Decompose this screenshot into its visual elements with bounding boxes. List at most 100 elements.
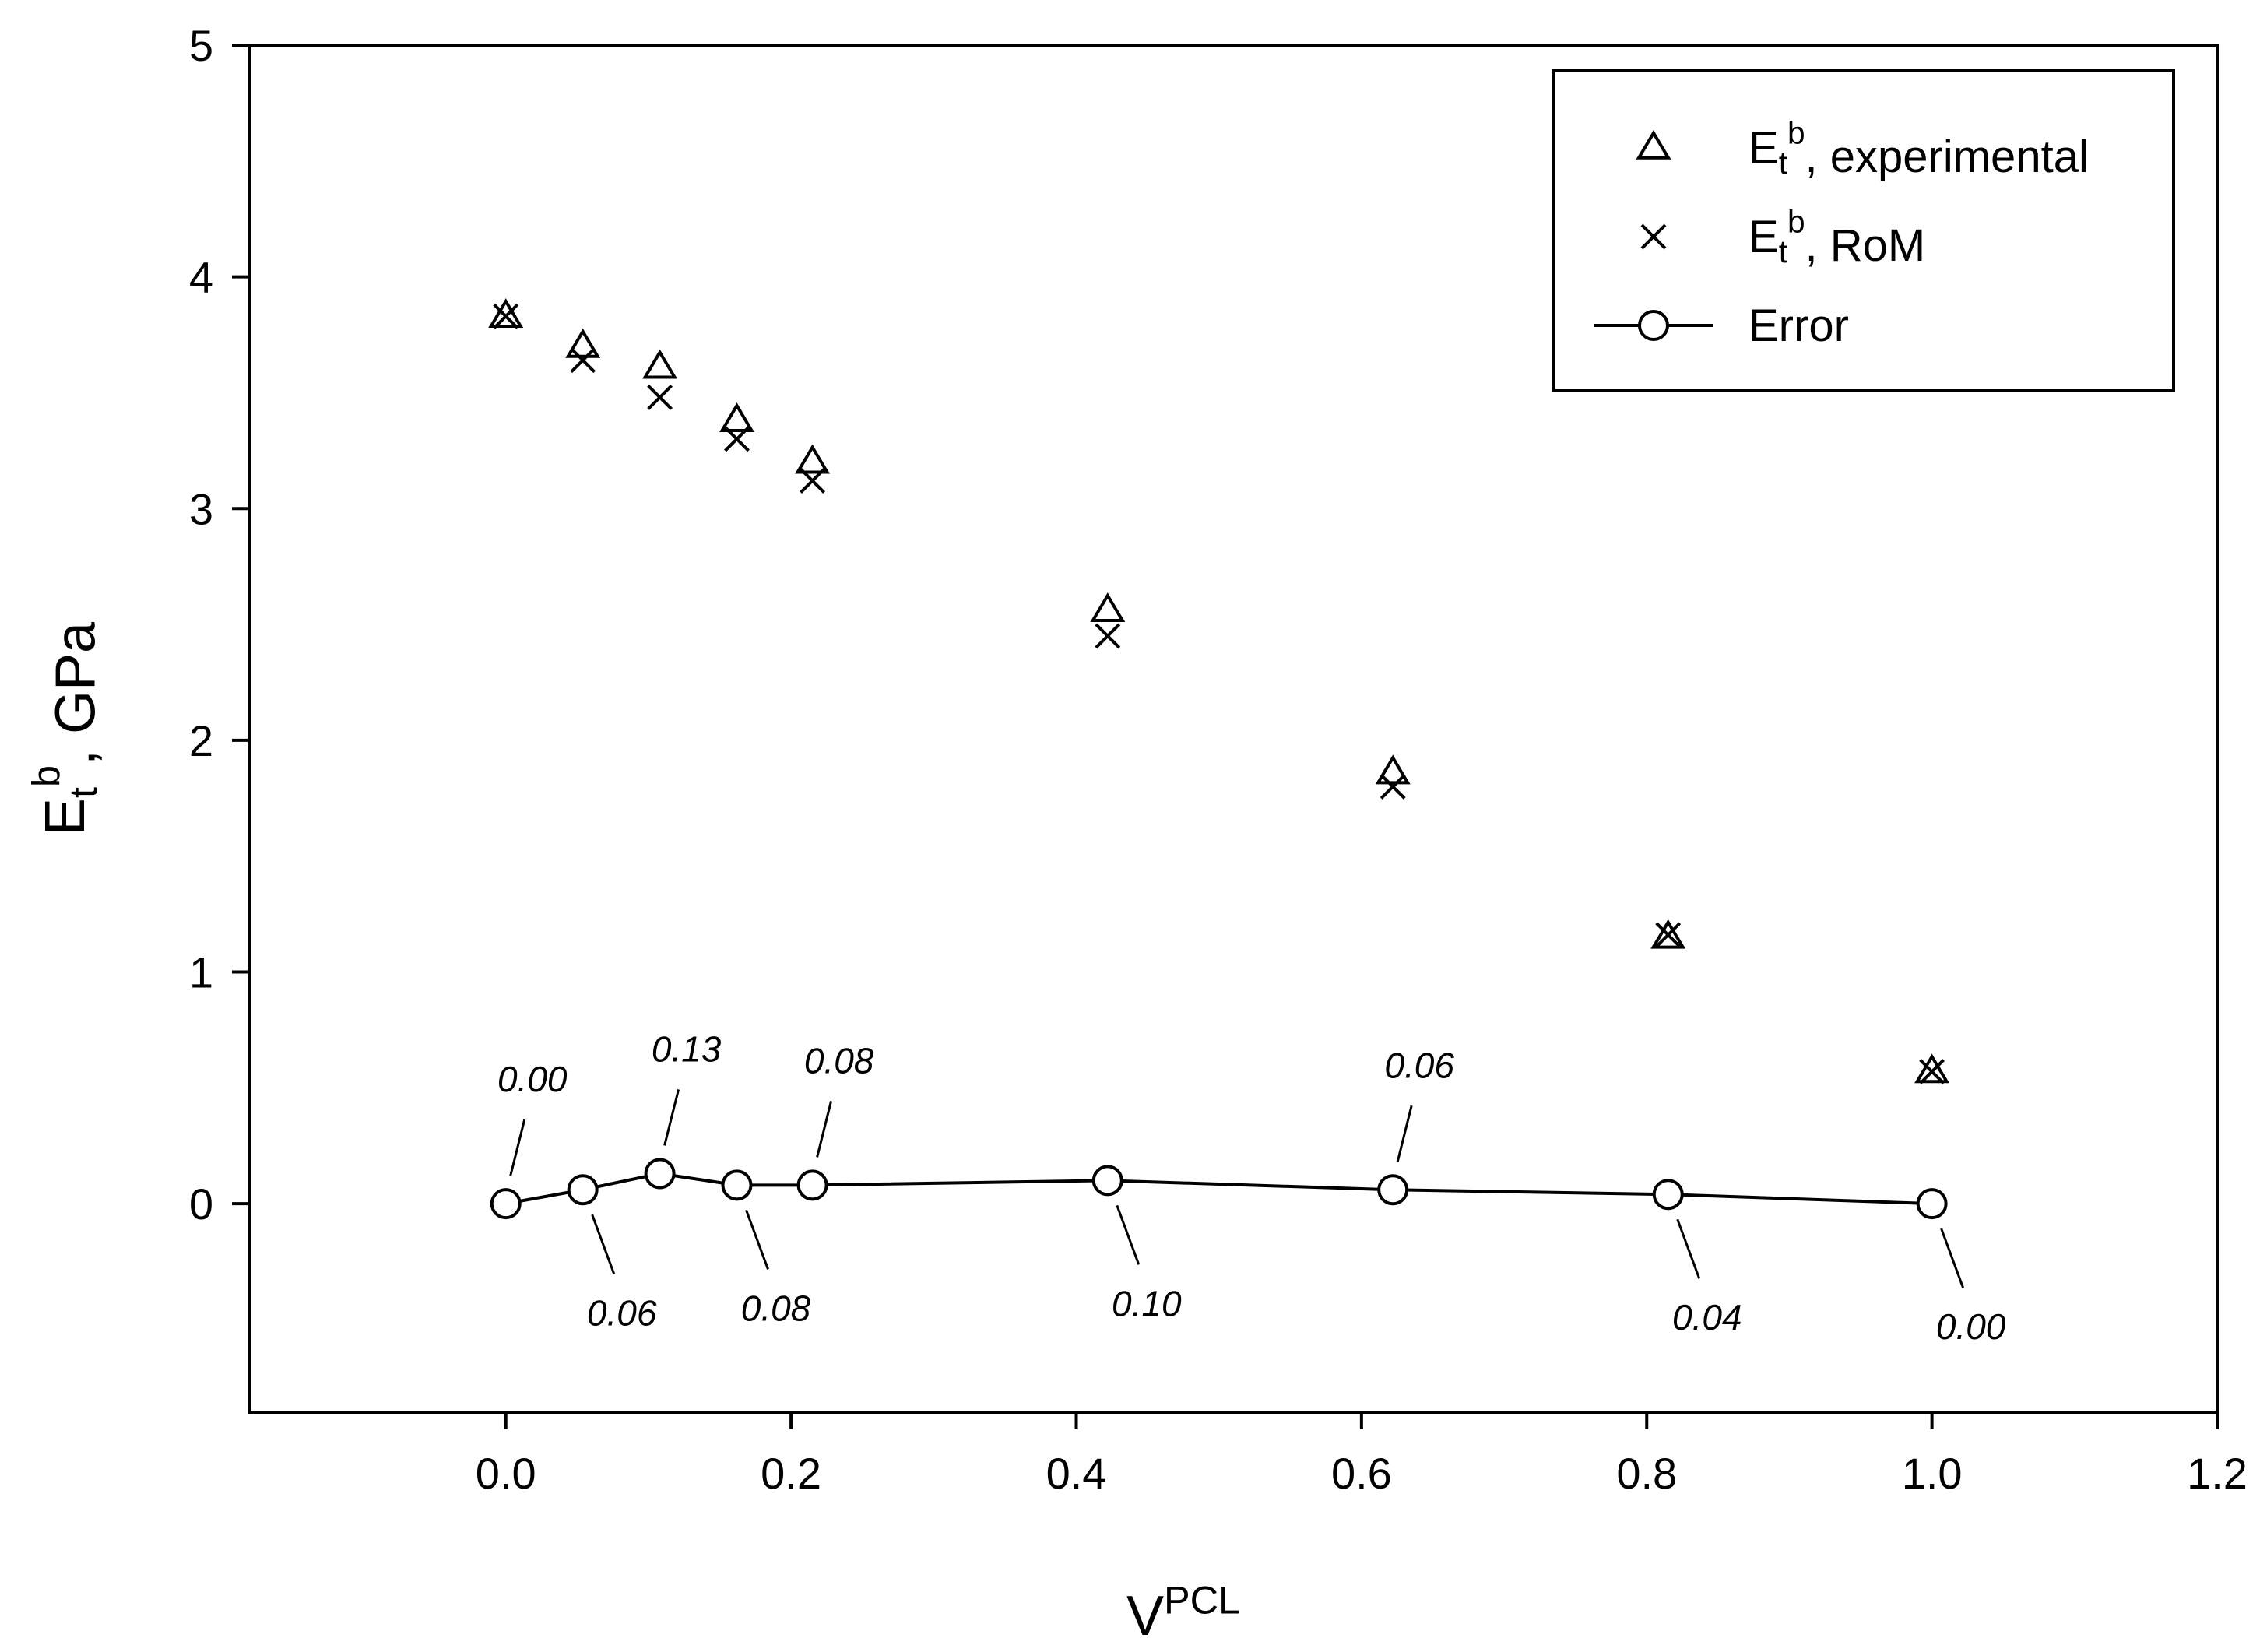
circle-data-point: [490, 1188, 522, 1220]
legend-triangle-marker: [1636, 129, 1671, 160]
y-axis-title-rest: , GPa: [45, 621, 107, 765]
error-label-leader: [1116, 1204, 1141, 1265]
y-tick-label: 2: [189, 716, 213, 765]
x-tick-label: 0.2: [761, 1449, 821, 1498]
legend-label-subscript: t: [1779, 145, 1787, 181]
series-layer: [488, 298, 1950, 1220]
y-axis-title-main: E: [34, 798, 97, 835]
triangle-data-point: [642, 349, 678, 379]
circle-data-point: [721, 1169, 753, 1201]
legend-label: Etb, experimental: [1749, 114, 2089, 182]
series-x: [493, 303, 1945, 1084]
triangle-data-point: [1090, 592, 1126, 623]
triangle-data-point: [1914, 1053, 1950, 1084]
triangle-data-point: [719, 402, 755, 432]
x-data-point-stroke-b: [724, 426, 750, 452]
error-value-label: 0.06: [1384, 1045, 1454, 1085]
series-triangle: [488, 298, 1950, 1084]
error-label-leader: [1676, 1218, 1701, 1279]
legend-circle-marker: [1638, 310, 1669, 341]
x-axis-title: VPCL: [1126, 1577, 1240, 1647]
circle-data-point: [796, 1169, 828, 1201]
circle-data-point: [1916, 1188, 1948, 1220]
x-data-point-stroke-b: [1655, 922, 1682, 948]
error-series-line: [505, 1172, 1932, 1206]
y-tick-label: 0: [189, 1179, 213, 1228]
error-value-label: 0.08: [804, 1040, 874, 1081]
y-axis-title: Etb, GPa: [23, 621, 107, 835]
x-data-point: [800, 468, 826, 494]
x-data-point: [1655, 922, 1682, 948]
triangle-data-point: [488, 298, 524, 329]
error-value-label: 0.13: [652, 1028, 722, 1069]
circle-data-point: [1091, 1165, 1123, 1197]
x-data-point: [1095, 623, 1121, 649]
error-value-label: 0.00: [497, 1059, 568, 1099]
plot-frame-layer: [248, 44, 2219, 1414]
x-data-point-stroke-b: [570, 347, 596, 374]
legend-label-main: E: [1749, 123, 1779, 174]
annotations-layer: 0.00 0.06 0.13 0.08 0.08 0.10 0.06 0.04 0.00: [497, 1028, 2006, 1347]
x-data-point: [570, 347, 596, 374]
y-tick-label: 5: [189, 21, 213, 70]
error-label-leader: [591, 1214, 616, 1274]
x-data-point-stroke-b: [1095, 623, 1121, 649]
y-tick-label: 4: [189, 253, 213, 302]
x-data-point: [1919, 1059, 1945, 1084]
triangle-data-point: [1650, 919, 1686, 949]
legend-label-superscript: b: [1787, 203, 1805, 239]
legend-x-marker: [1640, 223, 1667, 250]
x-tick-label: 0.8: [1616, 1449, 1677, 1498]
legend-x-marker-stroke-b: [1640, 223, 1667, 250]
error-label-leader: [816, 1100, 833, 1158]
x-data-point-stroke-b: [800, 468, 826, 494]
legend-label: Etb, RoM: [1749, 203, 1925, 271]
legend-label-main: Error: [1749, 301, 1849, 351]
legend-label: Error: [1749, 301, 1849, 351]
x-data-point-stroke-b: [1380, 773, 1406, 800]
circle-data-point: [1652, 1179, 1684, 1211]
x-tick-label: 1.0: [1902, 1449, 1963, 1498]
triangle-data-point: [795, 444, 831, 474]
axis-ticks-layer: 0.0 0.2 0.4 0.6 0.8 1.0 1.2 0 1 2 3 4 5: [189, 21, 2248, 1498]
error-label-leader: [1940, 1228, 1965, 1288]
x-data-point-stroke-b: [1919, 1059, 1945, 1084]
legend-label-rest: , RoM: [1805, 220, 1926, 271]
triangle-data-point: [1375, 754, 1411, 785]
x-data-point: [647, 384, 673, 410]
x-data-point-stroke-b: [647, 384, 673, 410]
x-tick-label: 0.6: [1331, 1449, 1392, 1498]
triangle-data-point: [565, 328, 601, 358]
circle-data-point: [567, 1174, 599, 1206]
x-data-point: [493, 303, 519, 329]
error-label-leader: [745, 1209, 769, 1270]
error-value-label: 0.00: [1936, 1306, 2006, 1347]
y-axis-title-subscript: t: [61, 787, 105, 798]
x-axis-title-main: V: [1126, 1585, 1164, 1647]
x-data-point: [1380, 773, 1406, 800]
x-tick-label: 0.4: [1046, 1449, 1107, 1498]
y-tick-label: 3: [189, 484, 213, 533]
plot-area-frame: [248, 44, 2219, 1414]
x-data-point: [724, 426, 750, 452]
axis-titles-layer: VPCL Etb, GPa: [23, 621, 1240, 1647]
error-value-label: 0.08: [741, 1288, 811, 1328]
y-axis-title-superscript: b: [23, 765, 68, 787]
legend-label-subscript: t: [1779, 234, 1787, 269]
x-axis-title-superscript: PCL: [1164, 1577, 1240, 1622]
x-tick-label: 1.2: [2187, 1449, 2248, 1498]
y-tick-label: 1: [189, 948, 213, 997]
legend-label-superscript: b: [1787, 114, 1805, 150]
error-label-leader: [1396, 1105, 1413, 1162]
circle-data-point: [644, 1158, 676, 1190]
circle-data-point: [1377, 1174, 1409, 1206]
error-label-leader: [509, 1119, 526, 1176]
error-value-label: 0.10: [1112, 1283, 1182, 1323]
legend-label-rest: , experimental: [1805, 132, 2089, 182]
error-label-leader: [663, 1089, 680, 1146]
x-tick-label: 0.0: [476, 1449, 536, 1498]
legend-label-main: E: [1749, 212, 1779, 262]
x-data-point-stroke-b: [493, 303, 519, 329]
